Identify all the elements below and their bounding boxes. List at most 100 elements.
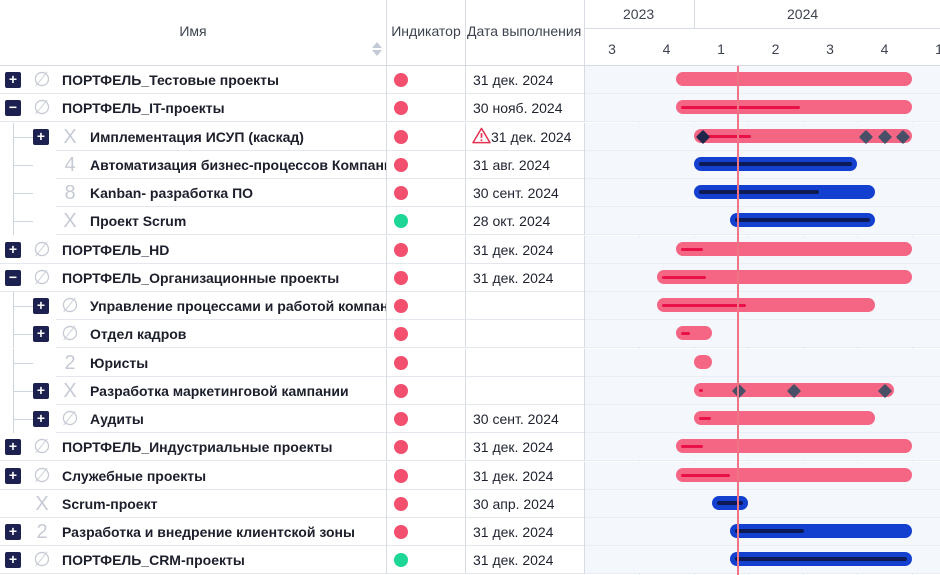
name-cell[interactable]: + X Разработка маркетинговой кампании (0, 376, 387, 405)
table-row[interactable]: 2 Юристы (0, 348, 940, 377)
table-row[interactable]: + ∅ ПОРТФЕЛЬ_Индустриальные проекты 31 дек.… (0, 433, 940, 462)
row-divider (585, 206, 940, 207)
due-date-cell (466, 320, 585, 349)
name-cell[interactable]: + ∅ Управление процессами и работой компан… (0, 292, 387, 320)
gantt-progress (735, 529, 804, 533)
table-row[interactable]: + ∅ Отдел кадров (0, 320, 940, 349)
name-cell[interactable]: + ∅ Отдел кадров (0, 320, 387, 349)
expand-toggle-icon[interactable]: + (5, 467, 21, 484)
table-row[interactable]: X Проект Scrum 28 окт. 2024 (0, 207, 940, 236)
expand-toggle-icon[interactable]: + (5, 72, 21, 88)
table-row[interactable]: 4 Автоматизация бизнес-процессов Компании… (0, 150, 940, 179)
name-cell[interactable]: − ∅ ПОРТФЕЛЬ_Организационные проекты (0, 263, 387, 292)
gantt-bar[interactable] (657, 269, 912, 284)
name-cell[interactable]: 8 Kanban- разработка ПО (0, 179, 387, 207)
name-cell[interactable]: X Scrum-проект (0, 489, 387, 518)
row-divider (585, 262, 940, 264)
row-divider (387, 177, 466, 179)
table-row[interactable]: 8 Kanban- разработка ПО 30 сент. 2024 (0, 179, 940, 207)
status-indicator-dot (394, 270, 408, 285)
expand-toggle-icon[interactable]: + (33, 382, 49, 399)
column-header-indicator[interactable]: Индикатор (387, 0, 466, 66)
row-divider (387, 121, 466, 123)
gantt-bar[interactable] (675, 326, 712, 341)
row-divider (387, 347, 466, 349)
row-divider (466, 206, 584, 207)
status-indicator-dot (394, 186, 408, 200)
name-cell[interactable]: + ∅ ПОРТФЕЛЬ_Тестовые проекты (0, 66, 387, 94)
row-divider (585, 545, 940, 546)
name-cell[interactable]: + ∅ Аудиты (0, 405, 387, 433)
collapse-toggle-icon[interactable]: − (5, 269, 21, 286)
name-cell[interactable]: − ∅ ПОРТФЕЛЬ_IT-проекты (0, 94, 387, 123)
gantt-progress (698, 161, 853, 166)
gantt-bar[interactable] (693, 354, 712, 369)
indicator-cell (387, 66, 466, 94)
expand-toggle-icon[interactable]: + (5, 241, 21, 258)
collapse-toggle-icon[interactable]: − (5, 100, 21, 117)
due-date-text: 31 дек. 2024 (473, 552, 554, 569)
column-header-name[interactable]: Имя (0, 0, 387, 66)
name-cell[interactable]: + ∅ Служебные проекты (0, 461, 387, 490)
table-row[interactable]: + ∅ Аудиты 30 сент. 2024 (0, 405, 940, 433)
name-cell[interactable]: 2 Юристы (0, 348, 387, 377)
row-divider (0, 516, 386, 518)
name-cell[interactable]: +2 Разработка и внедрение клиентской зоны (0, 518, 387, 546)
row-divider (387, 573, 466, 575)
gantt-bar[interactable] (693, 128, 912, 143)
status-indicator-dot (394, 496, 408, 511)
expand-toggle-icon[interactable]: + (33, 411, 49, 427)
row-divider (387, 403, 466, 405)
status-glyph-icon: ∅ (33, 436, 51, 459)
row-title: Управление процессами и работой компании (90, 298, 387, 314)
due-date-cell: 31 дек. 2024 (466, 122, 585, 151)
due-date-text: 28 окт. 2024 (473, 213, 551, 230)
gantt-bar[interactable] (675, 72, 912, 86)
table-row[interactable]: X Scrum-проект 30 апр. 2024 (0, 489, 940, 518)
gantt-bar[interactable] (675, 241, 912, 256)
column-header-date[interactable]: Дата выполнения (466, 0, 585, 66)
table-row[interactable]: + ∅ ПОРТФЕЛЬ_HD 31 дек. 2024 (0, 235, 940, 264)
row-divider (466, 403, 584, 405)
name-cell[interactable]: + ∅ ПОРТФЕЛЬ_CRM-проекты (0, 546, 387, 575)
table-row[interactable]: + ∅ ПОРТФЕЛЬ_CRM-проекты 31 дек. 2024 (0, 546, 940, 575)
name-cell[interactable]: + ∅ ПОРТФЕЛЬ_HD (0, 235, 387, 264)
expand-toggle-icon[interactable]: + (5, 439, 21, 456)
row-divider (466, 545, 584, 546)
row-divider (466, 121, 584, 123)
table-row[interactable]: + X Разработка маркетинговой кампании (0, 376, 940, 405)
table-row[interactable]: + X Имплементация ИСУП (каскад) 31 дек. 202… (0, 122, 940, 151)
expand-toggle-icon[interactable]: + (5, 524, 21, 540)
gantt-cell (585, 518, 940, 546)
expand-toggle-icon[interactable]: + (33, 298, 49, 314)
status-glyph-icon: ∅ (33, 97, 51, 120)
sort-icon[interactable] (371, 40, 383, 60)
row-title: ПОРТФЕЛЬ_Организационные проекты (62, 269, 340, 286)
expand-toggle-icon[interactable]: + (5, 552, 21, 569)
name-cell[interactable]: + X Имплементация ИСУП (каскад) (0, 122, 387, 151)
quarter-label: 4 (662, 41, 671, 57)
indicator-cell (387, 489, 466, 518)
name-cell[interactable]: 4 Автоматизация бизнес-процессов Компании (0, 150, 387, 179)
gantt-bar[interactable] (693, 411, 876, 425)
due-date-text: 31 дек. 2024 (473, 72, 554, 88)
row-divider (585, 460, 940, 462)
gantt-cell (585, 376, 940, 405)
row-divider (56, 234, 386, 236)
gantt-bar[interactable] (657, 298, 876, 312)
table-row[interactable]: +2 Разработка и внедрение клиентской зоны… (0, 518, 940, 546)
table-row[interactable]: + ∅ Служебные проекты 31 дек. 2024 (0, 461, 940, 490)
table-row[interactable]: − ∅ ПОРТФЕЛЬ_IT-проекты 30 нояб. 2024 (0, 94, 940, 123)
expand-toggle-icon[interactable]: + (33, 128, 49, 145)
table-row[interactable]: + ∅ ПОРТФЕЛЬ_Тестовые проекты 31 дек. 2024 (0, 66, 940, 94)
expand-toggle-icon[interactable]: + (33, 326, 49, 343)
row-divider (387, 432, 466, 433)
gantt-bar[interactable] (730, 524, 912, 538)
gantt-bar[interactable] (675, 467, 912, 482)
name-cell[interactable]: X Проект Scrum (0, 207, 387, 236)
table-row[interactable]: + ∅ Управление процессами и работой компан… (0, 292, 940, 320)
gantt-bar[interactable] (675, 439, 912, 454)
table-row[interactable]: − ∅ ПОРТФЕЛЬ_Организационные проекты 31 дек… (0, 263, 940, 292)
name-cell[interactable]: + ∅ ПОРТФЕЛЬ_Индустриальные проекты (0, 433, 387, 462)
indicator-cell (387, 179, 466, 207)
